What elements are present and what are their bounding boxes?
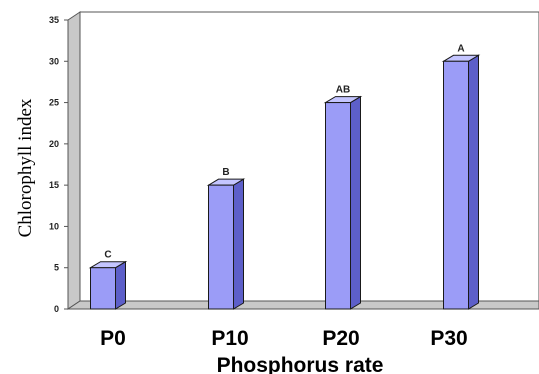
- bar-front: [90, 267, 116, 310]
- y-tick-label: 25: [49, 98, 59, 108]
- bar-front: [208, 184, 234, 310]
- plot-walls: [66, 11, 539, 310]
- side-wall: [67, 11, 81, 310]
- y-tick-label: 0: [54, 304, 59, 314]
- bars: [88, 54, 481, 310]
- category-labels: P0 P10 P20 P30: [100, 327, 468, 350]
- y-tick-label: 20: [49, 139, 59, 149]
- y-tick-label: 30: [49, 56, 59, 66]
- y-tick-label: 35: [49, 15, 59, 25]
- bar-side: [233, 178, 244, 310]
- category-label: P20: [322, 327, 359, 350]
- bar-p0: [88, 260, 128, 310]
- y-tick-label: 5: [54, 263, 59, 273]
- y-axis-label: Chlorophyll index: [15, 98, 36, 237]
- category-label: P10: [211, 327, 248, 350]
- y-tick-label: 10: [49, 221, 59, 231]
- data-label: AB: [336, 85, 350, 96]
- bar-side: [468, 54, 479, 310]
- bar-front: [443, 60, 469, 310]
- data-label: B: [222, 167, 229, 178]
- data-label: C: [104, 250, 111, 261]
- bar-p20: [323, 95, 363, 310]
- bar-side: [115, 260, 126, 310]
- bar-p30: [441, 54, 481, 310]
- y-axis-ticks: 0 5 10 15 20 25 30 35: [49, 15, 68, 314]
- bar-side: [350, 95, 361, 310]
- x-axis-label: Phosphorus rate: [217, 354, 384, 374]
- category-label: P0: [100, 327, 126, 350]
- category-label: P30: [430, 327, 467, 350]
- floor: [66, 300, 539, 310]
- bar-front: [325, 102, 351, 310]
- y-tick-label: 15: [49, 180, 59, 190]
- bar-p10: [206, 178, 246, 310]
- data-label: A: [457, 43, 464, 54]
- data-labels: C B AB A: [104, 43, 464, 260]
